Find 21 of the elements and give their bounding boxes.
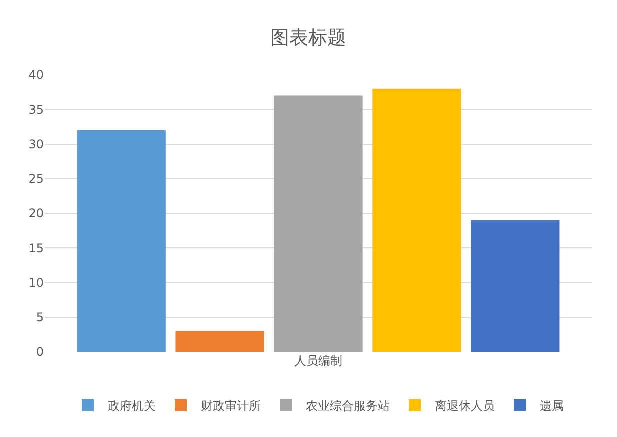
y-tick-label: 5	[36, 310, 44, 325]
y-tick-label: 20	[28, 206, 44, 221]
y-tick-label: 40	[28, 68, 44, 82]
legend-label: 政府机关	[108, 398, 156, 413]
y-tick-label: 35	[28, 102, 44, 117]
y-tick-label: 10	[28, 276, 44, 290]
bar	[274, 96, 363, 352]
x-tick-label: 人员编制	[294, 354, 342, 368]
legend-label: 财政审计所	[201, 398, 261, 413]
y-tick-label: 30	[28, 137, 44, 152]
bar	[471, 220, 560, 352]
bar	[77, 130, 166, 352]
legend-label: 遗属	[540, 398, 564, 413]
y-tick-label: 25	[28, 172, 44, 186]
y-tick-label: 15	[28, 241, 44, 256]
chart-title: 图表标题	[270, 26, 346, 49]
bar	[176, 331, 264, 352]
legend-label: 农业综合服务站	[306, 398, 390, 413]
bar	[372, 88, 462, 352]
legend-label: 离退休人员	[435, 398, 495, 413]
y-tick-label: 0	[36, 345, 44, 360]
